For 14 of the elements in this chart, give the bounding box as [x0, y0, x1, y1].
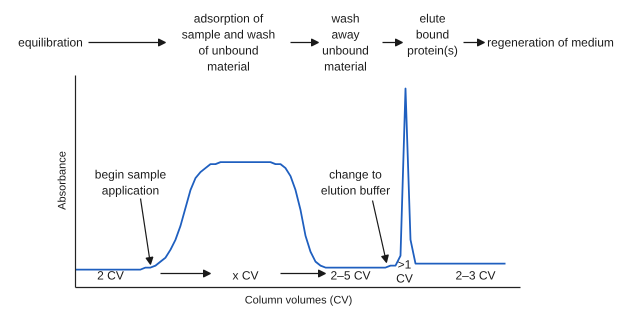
text: elute bound protein(s) [407, 11, 458, 58]
text: regeneration of medium [487, 36, 614, 50]
annotation: x CV [232, 268, 259, 282]
text: equilibration [18, 36, 83, 50]
text: wash away unbound material [322, 11, 369, 74]
x-axis-title: Column volumes (CV) [244, 294, 352, 306]
annotation: begin sample application [94, 167, 167, 198]
annotation: change to elution buffer [320, 167, 390, 198]
annotation: 2 CV [97, 268, 124, 282]
annotation: >1 CV [396, 258, 413, 286]
y-axis-title: Absorbance [56, 151, 68, 210]
text: adsorption of sample and wash of unbound material [182, 11, 276, 74]
annotation: 2–3 CV [455, 268, 496, 282]
annotation: 2–5 CV [330, 268, 371, 282]
